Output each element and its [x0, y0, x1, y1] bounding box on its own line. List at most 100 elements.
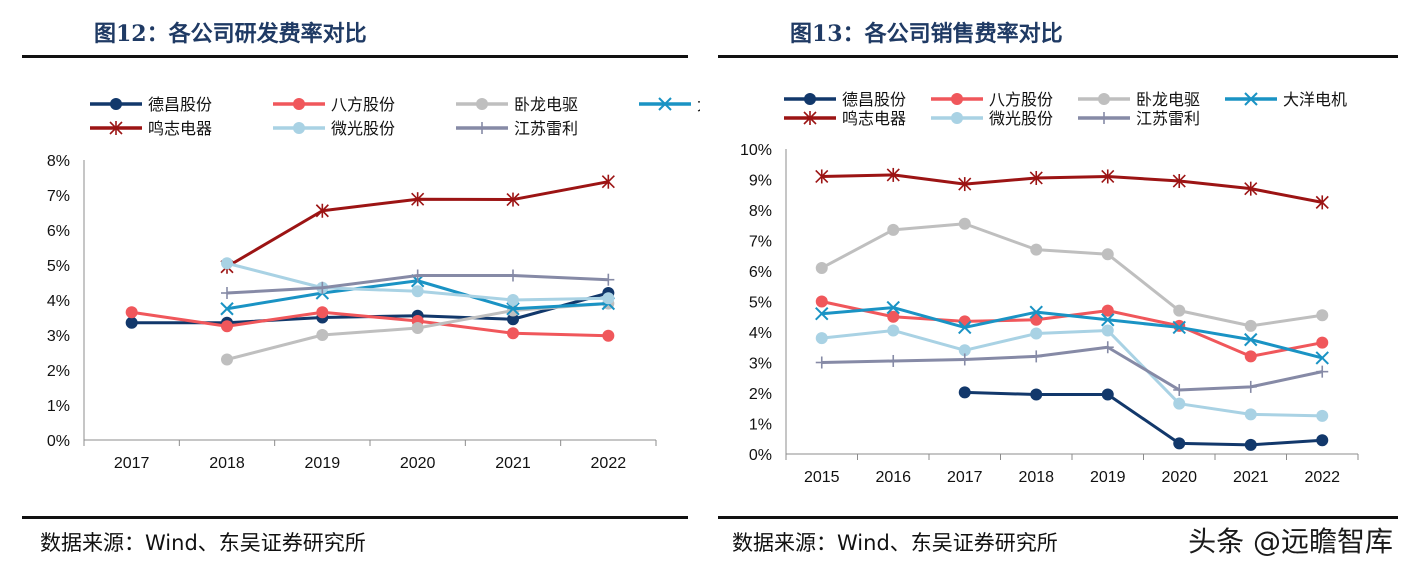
data-point — [1029, 170, 1043, 185]
legend-label: 鸣志电器 — [842, 109, 906, 128]
x-tick-label: 2015 — [804, 469, 840, 486]
data-point — [958, 320, 972, 335]
data-point — [1030, 350, 1043, 363]
y-axis: 0% 1% 2% 3% 4% 5% 6% 7% 8% 9% 10% — [740, 142, 787, 464]
x-tick-label: 2018 — [209, 455, 245, 472]
marker-stroke — [1101, 313, 1115, 327]
data-point — [109, 121, 123, 135]
data-point — [601, 174, 615, 189]
data-point — [1244, 380, 1257, 393]
data-point — [887, 354, 900, 367]
data-point — [110, 98, 122, 110]
data-point — [411, 322, 424, 334]
y-tick-label: 1% — [749, 417, 772, 434]
data-point — [1098, 112, 1110, 124]
data-point — [316, 329, 329, 341]
data-point — [1315, 351, 1329, 365]
y-tick-label: 7% — [749, 234, 772, 251]
y-tick-label: 2% — [749, 386, 772, 403]
data-point — [1244, 438, 1257, 451]
legend-item: 微光股份 — [931, 109, 1053, 128]
data-point — [1101, 248, 1114, 261]
marker-stroke — [1172, 320, 1186, 335]
marker-stroke — [886, 300, 900, 315]
x-tick-label: 2022 — [1304, 469, 1340, 486]
series-line — [131, 310, 609, 338]
data-point — [1098, 93, 1110, 105]
data-point — [1244, 181, 1258, 196]
x-tick-label: 2020 — [400, 455, 436, 472]
data-point — [1101, 313, 1115, 327]
data-point — [602, 273, 615, 286]
series-大洋电机 — [815, 300, 1329, 365]
marker-stroke — [658, 97, 672, 111]
data-point — [1244, 332, 1258, 347]
data-point — [602, 292, 615, 305]
y-axis: 0% 1% 2% 3% 4% 5% 6% 7% 8% — [47, 153, 85, 450]
y-tick-label: 5% — [47, 258, 70, 275]
y-tick-label: 2% — [47, 363, 70, 380]
data-point — [602, 329, 615, 342]
data-point — [886, 300, 900, 315]
data-point — [815, 332, 828, 345]
data-point — [1101, 304, 1114, 317]
data-point — [221, 320, 233, 333]
data-point — [1315, 195, 1329, 210]
data-point — [507, 313, 519, 326]
data-point — [1030, 243, 1043, 256]
legend-label: 大洋电机 — [697, 95, 700, 114]
data-point — [1030, 388, 1043, 401]
data-point — [1173, 397, 1186, 410]
chart-title: 图13：各公司销售费率对比 — [790, 21, 1063, 47]
legend-item: 卧龙电驱 — [456, 95, 578, 114]
x-tick-label: 2018 — [1018, 469, 1054, 486]
data-point — [1030, 327, 1043, 340]
marker-stroke — [815, 306, 829, 321]
x-tick-label: 2019 — [305, 455, 341, 472]
data-point — [658, 97, 672, 111]
source-note: 数据来源：Wind、东吴证券研究所 — [40, 531, 366, 555]
y-tick-label: 5% — [749, 295, 772, 312]
legend-label: 八方股份 — [989, 90, 1053, 109]
source-note: 数据来源：Wind、东吴证券研究所 — [732, 531, 1058, 555]
legend-label: 江苏雷利 — [514, 119, 578, 138]
y-tick-label: 10% — [740, 142, 772, 159]
marker-stroke — [1244, 332, 1258, 347]
series-江苏雷利 — [221, 269, 615, 299]
y-tick-label: 0% — [749, 447, 772, 464]
data-point — [1173, 383, 1186, 396]
data-point — [958, 353, 971, 366]
data-point — [506, 192, 520, 207]
legend-label: 微光股份 — [331, 119, 395, 138]
marker-stroke — [220, 302, 234, 316]
marker-stroke — [1315, 351, 1329, 365]
series-德昌股份 — [958, 386, 1329, 451]
data-point — [411, 192, 425, 207]
marker-stroke — [1244, 92, 1258, 106]
legend-item: 大洋电机 — [639, 95, 700, 114]
y-tick-label: 1% — [47, 398, 70, 415]
source-rule — [718, 516, 1398, 519]
left-chart-panel: 图12：各公司研发费率对比 0% 1% 2% 3% 4% 5% 6% 7% 8% 2017 2018… — [0, 0, 700, 573]
data-point — [815, 356, 828, 369]
marker-stroke — [1029, 305, 1043, 319]
series-line — [821, 222, 1323, 328]
y-tick-label: 9% — [749, 173, 772, 190]
data-point — [1173, 437, 1186, 450]
data-point — [220, 302, 234, 316]
legend-label: 德昌股份 — [148, 95, 212, 114]
data-point — [887, 223, 900, 236]
x-tick-label: 2016 — [875, 469, 911, 486]
x-tick-label: 2021 — [495, 455, 531, 472]
series-鸣志电器 — [220, 174, 615, 274]
data-point — [803, 111, 817, 125]
data-point — [887, 310, 900, 323]
marker-stroke — [958, 320, 972, 335]
legend-item: 大洋电机 — [1225, 90, 1347, 109]
x-axis: 2015 2016 2017 2018 2019 2020 2021 2022 — [785, 453, 1359, 486]
legend-item: 卧龙电驱 — [1078, 90, 1200, 109]
legend-label: 大洋电机 — [1283, 90, 1347, 109]
legend-item: 德昌股份 — [90, 95, 212, 114]
